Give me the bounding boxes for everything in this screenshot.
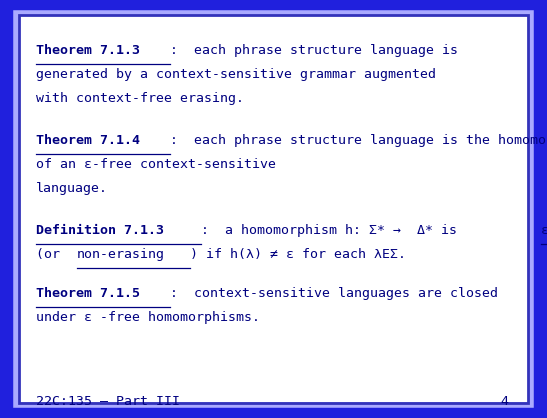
Text: 22C:135 – Part III: 22C:135 – Part III [36, 395, 179, 408]
Text: of an ε-free context-sensitive: of an ε-free context-sensitive [36, 158, 276, 171]
Text: under ε -free homomorphisms.: under ε -free homomorphisms. [36, 311, 260, 324]
Text: :  context-sensitive languages are closed: : context-sensitive languages are closed [170, 287, 498, 300]
Text: :  each phrase structure language is: : each phrase structure language is [170, 44, 458, 57]
Text: 4: 4 [501, 395, 509, 408]
Text: Definition 7.1.3: Definition 7.1.3 [36, 224, 164, 237]
Text: generated by a context-sensitive grammar augmented: generated by a context-sensitive grammar… [36, 68, 435, 81]
Text: with context-free erasing.: with context-free erasing. [36, 92, 243, 104]
Text: ) if h(λ) ≠ ε for each λEΣ.: ) if h(λ) ≠ ε for each λEΣ. [190, 248, 406, 261]
Text: (or: (or [36, 248, 68, 261]
Text: Theorem 7.1.3: Theorem 7.1.3 [36, 44, 139, 57]
Text: Theorem 7.1.4: Theorem 7.1.4 [36, 134, 139, 147]
Text: :  a homomorphism h: Σ* →  Δ* is: : a homomorphism h: Σ* → Δ* is [201, 224, 465, 237]
Text: non-erasing: non-erasing [77, 248, 165, 261]
FancyBboxPatch shape [16, 13, 531, 405]
Text: Theorem 7.1.5: Theorem 7.1.5 [36, 287, 139, 300]
Text: language.: language. [36, 182, 108, 195]
Text: ε-free: ε-free [542, 224, 547, 237]
Text: :  each phrase structure language is the homomorphic image: : each phrase structure language is the … [170, 134, 547, 147]
